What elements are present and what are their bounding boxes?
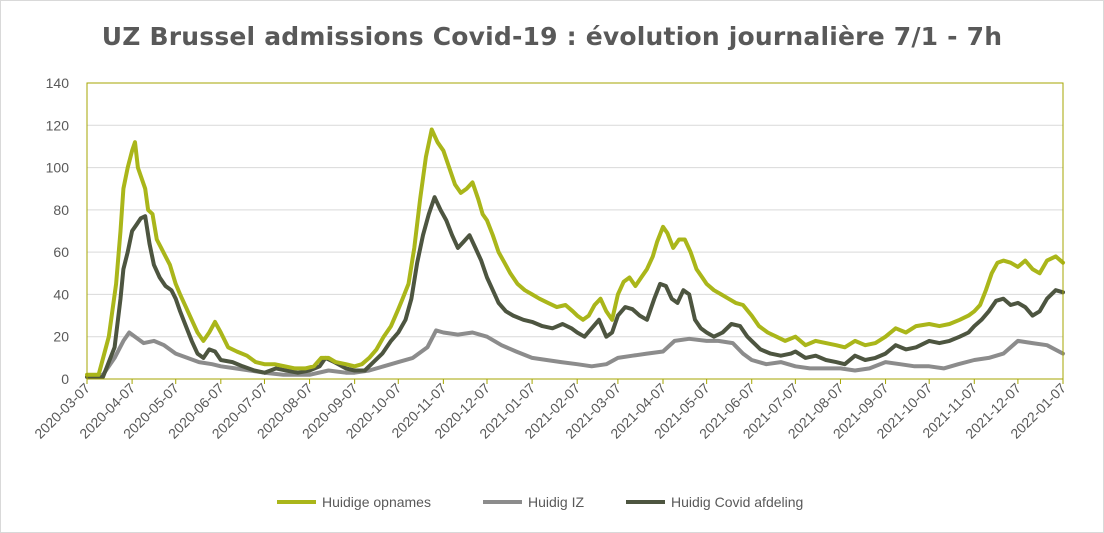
series-lines	[85, 127, 1065, 379]
y-tick-label-140: 140	[46, 75, 70, 91]
series-line-0	[85, 127, 1065, 377]
gridlines	[87, 124, 1063, 338]
y-tick-label-0: 0	[61, 371, 69, 387]
x-axis: 2020-03-072020-04-072020-05-072020-06-07…	[31, 379, 1069, 442]
legend-label-0: Huidige opnames	[322, 494, 431, 510]
legend-label-1: Huidig IZ	[528, 494, 584, 510]
y-tick-label-100: 100	[46, 160, 70, 176]
series-line-1	[85, 328, 1065, 379]
y-tick-label-120: 120	[46, 117, 70, 133]
y-tick-label-80: 80	[53, 202, 69, 218]
plot-area-border	[86, 82, 1064, 380]
legend: Huidige opnames Huidig IZ Huidig Covid afd…	[277, 494, 803, 510]
legend-label-2: Huidig Covid afdeling	[671, 494, 803, 510]
y-tick-label-40: 40	[53, 286, 69, 302]
chart-title: UZ Brussel admissions Covid-19 : évoluti…	[101, 22, 1003, 51]
y-axis: 0 20 40 60 80 100 120 140	[46, 75, 70, 387]
y-tick-label-60: 60	[53, 244, 69, 260]
y-tick-label-20: 20	[53, 329, 69, 345]
series-line-2	[85, 195, 1065, 379]
